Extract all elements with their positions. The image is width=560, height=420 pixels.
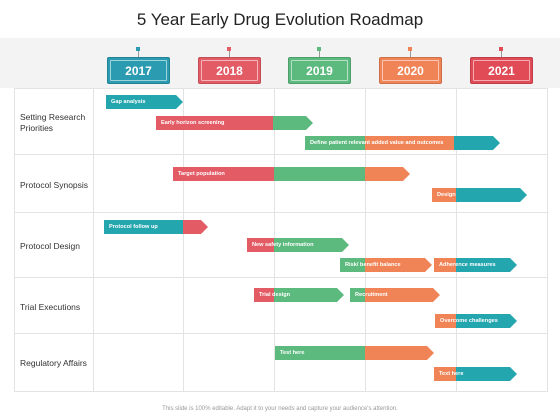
year-label: 2021 bbox=[488, 63, 515, 78]
grid-line bbox=[93, 88, 94, 391]
task-bar-gap-analysis: Gap analysis bbox=[106, 95, 183, 109]
task-label: Define patient relevant added value and … bbox=[310, 140, 444, 146]
year-label: 2019 bbox=[306, 63, 333, 78]
timeline-header-band bbox=[0, 38, 560, 88]
task-label: Text here bbox=[439, 371, 464, 377]
row-label-protocol-design: Protocol Design bbox=[20, 241, 81, 251]
footer-note: This slide is 100% editable. Adapt it to… bbox=[162, 406, 398, 412]
task-bar-define-patient-value: Define patient relevant added value and … bbox=[305, 136, 500, 150]
task-label: Gap analysis bbox=[111, 99, 146, 105]
row-divider bbox=[14, 391, 548, 392]
grid-line bbox=[456, 88, 457, 391]
task-bar-test-here: Test here bbox=[275, 346, 434, 360]
task-bar-risk-benefit-balance: Risk/ benefit balance bbox=[340, 258, 432, 272]
task-bar-trial-design: Trial design bbox=[254, 288, 344, 302]
grid-line bbox=[365, 88, 366, 391]
year-tab-2021: 2021 bbox=[470, 57, 533, 84]
year-tab-2020: 2020 bbox=[379, 57, 442, 84]
row-divider bbox=[14, 154, 548, 155]
task-label: Risk/ benefit balance bbox=[345, 262, 401, 268]
task-label: Early horizon screening bbox=[161, 120, 225, 126]
row-divider bbox=[14, 333, 548, 334]
task-bar-protocol-follow-up: Protocol follow up bbox=[104, 220, 208, 234]
year-pin-line bbox=[319, 49, 320, 57]
grid-line bbox=[547, 88, 548, 391]
task-bar-recruitment: Recruitment bbox=[350, 288, 440, 302]
row-divider bbox=[14, 212, 548, 213]
task-label: Recruitment bbox=[355, 292, 388, 298]
year-pin-line bbox=[138, 49, 139, 57]
year-label: 2018 bbox=[216, 63, 243, 78]
task-label: Trial design bbox=[259, 292, 291, 298]
grid-line bbox=[183, 88, 184, 391]
row-divider bbox=[14, 88, 548, 89]
year-tab-2017: 2017 bbox=[107, 57, 170, 84]
task-bar-design: Design bbox=[432, 188, 527, 202]
row-label-protocol-synopsis: Protocol Synopsis bbox=[20, 180, 89, 190]
task-bar-early-horizon-screening: Early horizon screening bbox=[156, 116, 313, 130]
task-label: Test here bbox=[280, 350, 305, 356]
task-bar-text-here: Text here bbox=[434, 367, 517, 381]
year-pin-line bbox=[410, 49, 411, 57]
row-divider bbox=[14, 277, 548, 278]
task-bar-new-safety-information: New safety information bbox=[247, 238, 349, 252]
row-label-regulatory-affairs: Regulatory Affairs bbox=[20, 358, 87, 368]
year-label: 2017 bbox=[125, 63, 152, 78]
row-label-trial-executions: Trial Executions bbox=[20, 302, 81, 312]
task-bar-overcome-challenges: Overcome challenges bbox=[435, 314, 517, 328]
year-label: 2020 bbox=[397, 63, 424, 78]
year-pin bbox=[227, 47, 231, 51]
year-pin bbox=[136, 47, 140, 51]
task-label: Overcome challenges bbox=[440, 318, 498, 324]
year-pin-line bbox=[501, 49, 502, 57]
task-label: New safety information bbox=[252, 242, 314, 248]
task-label: Protocol follow up bbox=[109, 224, 158, 230]
year-pin-line bbox=[229, 49, 230, 57]
task-label: Target population bbox=[178, 171, 225, 177]
task-bar-target-population: Target population bbox=[173, 167, 410, 181]
year-tab-2018: 2018 bbox=[198, 57, 261, 84]
task-label: Adherence measures bbox=[439, 262, 496, 268]
year-tab-2019: 2019 bbox=[288, 57, 351, 84]
grid-line bbox=[14, 88, 15, 391]
year-pin bbox=[408, 47, 412, 51]
year-pin bbox=[317, 47, 321, 51]
year-pin bbox=[499, 47, 503, 51]
task-label: Design bbox=[437, 192, 456, 198]
task-bar-adherence-measures: Adherence measures bbox=[434, 258, 517, 272]
page-title: 5 Year Early Drug Evolution Roadmap bbox=[136, 10, 424, 29]
row-label-setting-research-priorities: Setting Research Priorities bbox=[20, 112, 86, 133]
